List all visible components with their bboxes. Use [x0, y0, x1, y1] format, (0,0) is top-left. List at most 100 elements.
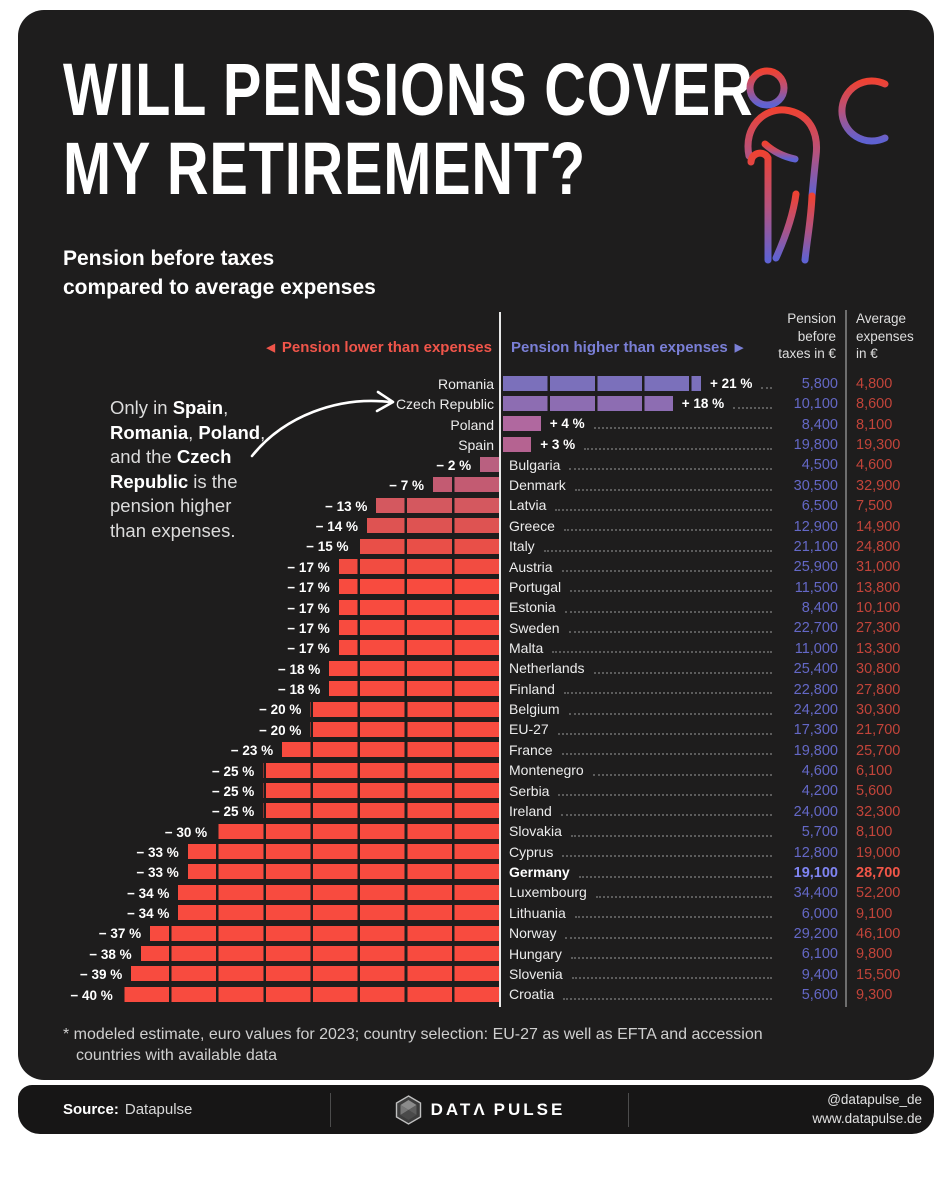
dotted-leader	[569, 459, 772, 471]
dotted-leader	[593, 663, 772, 674]
country-label: Belgium	[509, 701, 560, 718]
gap-bar-france	[282, 742, 499, 758]
gap-bar-lithuania	[178, 905, 499, 921]
dotted-leader	[563, 683, 772, 695]
right-triangle-icon: ▶	[734, 342, 744, 354]
brand-word-2: PULSE	[493, 1099, 566, 1119]
country-label: EU-27	[509, 721, 549, 738]
expenses-value: 46,100	[856, 925, 901, 942]
pension-value: 29,200	[793, 925, 838, 942]
gap-bar-netherlands	[329, 660, 499, 676]
pension-value: 12,900	[793, 518, 838, 535]
percent-label: − 23 %	[230, 743, 274, 759]
country-label: Netherlands	[509, 660, 585, 677]
country-label: Spain	[458, 437, 494, 454]
social-links[interactable]: @datapulse_de www.datapulse.de	[812, 1090, 922, 1128]
percent-label: + 4 %	[549, 416, 585, 432]
country-label: Montenegro	[509, 762, 584, 779]
pension-value: 5,800	[801, 376, 838, 392]
legend-higher: Pension higher than expenses ▶	[511, 339, 743, 356]
dotted-leader	[564, 602, 772, 613]
gap-bar-belgium	[310, 701, 499, 717]
gap-bar-hungary	[140, 945, 499, 961]
chart-row-estonia: − 17 % Estonia 8,400 10,100	[0, 597, 952, 617]
expenses-value: 24,800	[856, 538, 901, 555]
zero-axis-line	[499, 312, 501, 1007]
percent-label: − 34 %	[126, 885, 170, 901]
gap-bar-denmark	[432, 477, 499, 493]
expenses-value: 4,600	[856, 457, 893, 474]
country-label: Ireland	[509, 802, 552, 819]
dotted-leader	[565, 928, 772, 939]
percent-label: − 7 %	[389, 478, 424, 494]
pension-value: 22,800	[793, 681, 838, 698]
country-label: Germany	[509, 864, 570, 881]
country-label: Czech Republic	[395, 396, 494, 413]
country-label: Portugal	[509, 578, 562, 595]
country-label: Bulgaria	[509, 456, 561, 473]
percent-label: − 17 %	[287, 559, 330, 575]
expenses-value: 28,700	[856, 864, 901, 881]
pension-column-header: Pension before taxes in €	[778, 311, 836, 361]
pension-value: 4,600	[801, 763, 838, 780]
country-label: Lithuania	[509, 904, 566, 921]
annotation-text-segment: ,	[188, 421, 199, 443]
gap-bar-romania	[503, 375, 702, 391]
annotation-line: Only in Spain,	[110, 396, 265, 421]
expenses-value: 19,300	[856, 437, 901, 454]
gap-bar-slovakia	[216, 823, 499, 839]
annotation-text-segment: and the	[110, 446, 177, 468]
pension-value: 17,300	[793, 722, 838, 739]
gap-bar-montenegro	[263, 762, 499, 778]
country-label: Austria	[509, 558, 553, 575]
pension-value: 11,500	[794, 579, 838, 596]
source-value: Datapulse	[124, 1101, 193, 1118]
social-handle[interactable]: @datapulse_de	[827, 1092, 922, 1107]
percent-label: − 15 %	[306, 539, 349, 555]
gap-bar-norway	[150, 925, 499, 941]
body-outline	[744, 106, 821, 200]
chart-row-germany: − 33 % Germany 19,100 28,700	[0, 862, 952, 882]
chart-row-greece: − 14 % Greece 12,900 14,900	[0, 516, 952, 536]
expenses-value: 10,100	[856, 600, 901, 617]
expenses-value: 21,700	[856, 722, 901, 739]
percent-label: − 20 %	[259, 702, 302, 718]
chart-row-sweden: − 17 % Sweden 22,700 27,300	[0, 617, 952, 637]
percent-label: − 25 %	[211, 804, 255, 820]
expenses-value: 52,200	[856, 885, 901, 902]
annotation-text-segment: than expenses.	[110, 519, 236, 541]
country-label: Luxembourg	[509, 884, 587, 901]
dotted-leader	[563, 520, 772, 532]
front-leg	[801, 192, 816, 264]
footer-divider-right	[628, 1093, 629, 1127]
chart-row-luxembourg: − 34 % Luxembourg 34,400 52,200	[0, 882, 952, 902]
dotted-leader	[761, 378, 772, 389]
expenses-value: 9,800	[856, 946, 893, 963]
expenses-value: 13,800	[856, 579, 901, 596]
gap-bar-malta	[338, 640, 499, 656]
chart-row-hungary: − 38 % Hungary 6,100 9,800	[0, 943, 952, 963]
dotted-leader	[557, 724, 772, 735]
brand-word-1: DATΛ	[430, 1099, 488, 1119]
dotted-leader	[592, 765, 772, 776]
gap-bar-austria	[338, 558, 499, 574]
social-url[interactable]: www.datapulse.de	[812, 1111, 922, 1126]
country-label: Croatia	[509, 986, 555, 1003]
pension-value: 5,700	[801, 824, 838, 841]
pension-value: 10,100	[793, 396, 838, 413]
country-label: Sweden	[509, 619, 560, 636]
gap-bar-ireland	[263, 803, 499, 819]
percent-label: − 40 %	[70, 987, 113, 1003]
chart-row-norway: − 37 % Norway 29,200 46,100	[0, 923, 952, 943]
annotation-line: than expenses.	[110, 519, 265, 544]
gap-bar-italy	[357, 538, 499, 554]
chart-row-portugal: − 17 % Portugal 11,500 13,800	[0, 577, 952, 597]
chart-row-romania: Romania + 21 % 5,800 4,800	[0, 373, 952, 393]
title-line-1: WILL PENSIONS COVER	[63, 48, 754, 131]
expenses-value: 27,300	[856, 620, 901, 637]
expenses-value: 19,000	[856, 844, 901, 861]
chart-row-denmark: − 7 % Denmark 30,500 32,900	[0, 475, 952, 495]
pension-value: 9,400	[801, 966, 838, 983]
percent-label: − 14 %	[315, 519, 358, 535]
legend-higher-label: Pension higher than expenses	[511, 339, 728, 356]
